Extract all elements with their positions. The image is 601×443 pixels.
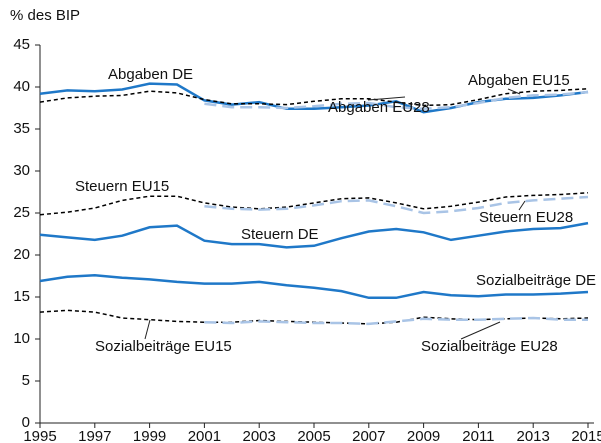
series-line	[39, 221, 589, 249]
series-label: Steuern DE	[241, 226, 319, 243]
y-tick-label: 5	[22, 372, 30, 389]
series-line	[39, 273, 589, 300]
series-label: Abgaben EU28	[328, 99, 430, 116]
series-label: Sozialbeiträge EU15	[95, 338, 232, 355]
x-tick-label: 2001	[188, 428, 221, 443]
leader-line	[367, 96, 406, 101]
y-tick-label: 40	[13, 78, 30, 95]
x-tick-label: 2013	[517, 428, 550, 443]
x-tick-label: 1995	[23, 428, 56, 443]
y-tick-label: 15	[13, 288, 30, 305]
leader-line	[144, 319, 151, 340]
x-tick-label: 1997	[78, 428, 111, 443]
y-tick-label: 25	[13, 204, 30, 221]
series-line	[39, 192, 589, 216]
series-label: Sozialbeiträge DE	[476, 272, 596, 289]
series-label: Sozialbeiträge EU28	[421, 338, 558, 355]
series-label: Abgaben EU15	[468, 72, 570, 89]
leader-line	[507, 88, 521, 95]
x-tick-label: 2009	[407, 428, 440, 443]
x-tick-label: 2005	[297, 428, 330, 443]
x-tick-label: 2011	[462, 428, 494, 443]
series-line	[204, 90, 589, 111]
series-line	[204, 316, 588, 326]
x-tick-label: 1999	[133, 428, 166, 443]
x-tick-label: 2003	[243, 428, 276, 443]
y-tick-label: 30	[13, 162, 30, 179]
leader-line	[518, 200, 526, 211]
y-tick-label: 0	[22, 414, 30, 431]
y-tick-label: 20	[13, 246, 30, 263]
series-line	[204, 195, 589, 215]
series-label: Abgaben DE	[108, 66, 193, 83]
series-line	[39, 87, 589, 107]
series-label: Steuern EU28	[479, 209, 573, 226]
y-tick-label: 45	[13, 36, 30, 53]
y-tick-label: 35	[13, 120, 30, 137]
y-axis-label: % des BIP	[10, 7, 80, 24]
leader-line	[460, 321, 501, 340]
series-label: Steuern EU15	[75, 178, 169, 195]
x-tick-label: 2007	[352, 428, 385, 443]
y-tick-label: 10	[13, 330, 30, 347]
x-tick-label: 2015	[571, 428, 601, 443]
